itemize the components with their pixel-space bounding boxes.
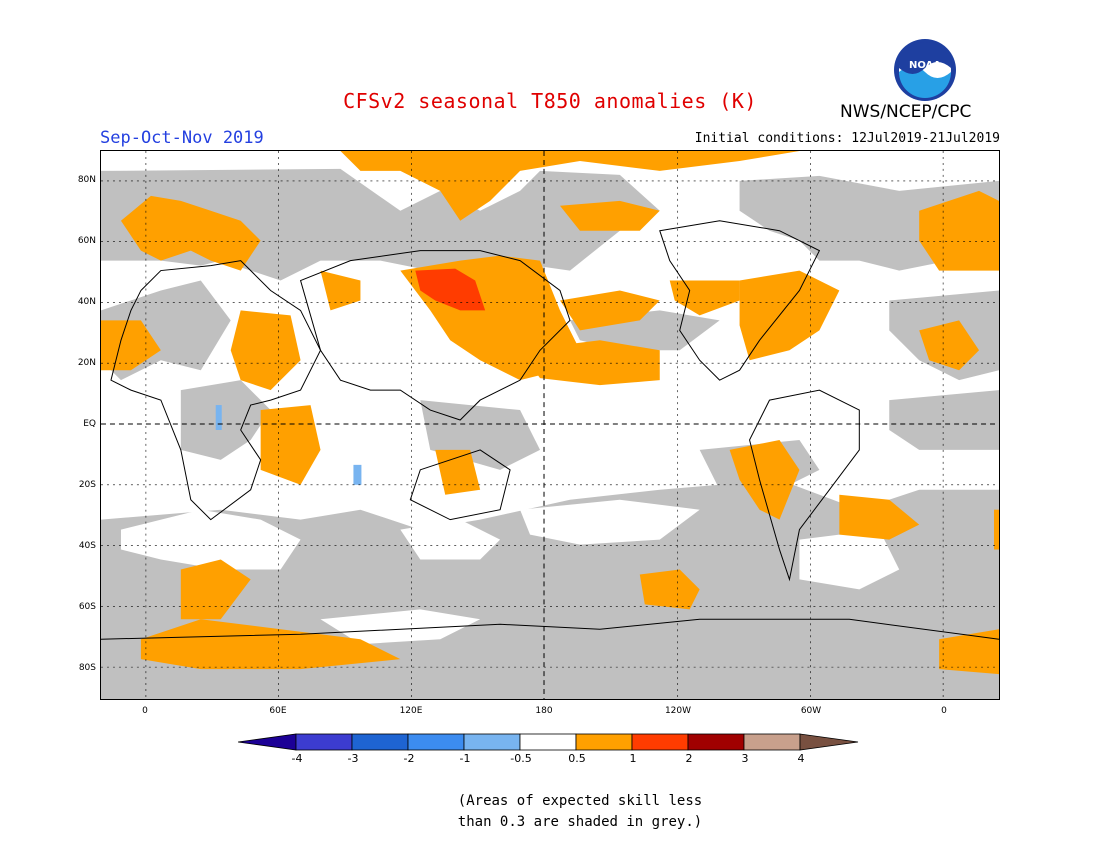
- colorbar-swatch: [631, 733, 689, 751]
- lat-label: 60N: [77, 236, 96, 246]
- colorbar-swatch: [519, 733, 577, 751]
- colorbar-swatch: [463, 733, 521, 751]
- colorbar-label: -4: [291, 752, 303, 765]
- colorbar-label: -2: [403, 752, 415, 765]
- lat-label: 40S: [78, 541, 96, 551]
- colorbar-label: 2: [685, 752, 693, 765]
- colorbar-swatch: [687, 733, 745, 751]
- lon-label: 0: [142, 706, 148, 716]
- colorbar-min-arrow: [238, 733, 297, 751]
- colorbar-label: 4: [797, 752, 805, 765]
- colorbar-max-arrow: [799, 733, 859, 751]
- lon-label: 120W: [664, 706, 692, 716]
- colorbar-swatch: [575, 733, 633, 751]
- noaa-logo-icon: NOAA: [894, 39, 956, 101]
- lon-label: 60E: [269, 706, 287, 716]
- colorbar-label: -0.5: [510, 752, 532, 765]
- season-label: Sep-Oct-Nov 2019: [100, 128, 264, 148]
- anomaly-map: [100, 150, 1000, 700]
- cool-anomaly: [215, 405, 362, 485]
- colorbar-swatch: [407, 733, 465, 751]
- lon-label: 60W: [800, 706, 822, 716]
- lat-label: 80S: [78, 663, 96, 673]
- lat-label: 20N: [77, 358, 96, 368]
- colorbar-label: 1: [629, 752, 637, 765]
- lon-label: 0: [941, 706, 947, 716]
- colorbar-label: -1: [459, 752, 471, 765]
- warm-anomaly-regions: [101, 151, 999, 675]
- lon-label: 180: [535, 706, 553, 716]
- lat-label: 80N: [77, 175, 96, 185]
- colorbar-label: 3: [741, 752, 749, 765]
- colorbar-label: 0.5: [568, 752, 586, 765]
- colorbar: [238, 733, 859, 751]
- colorbar-label: -3: [347, 752, 359, 765]
- strong-warm-anomaly: [415, 268, 486, 311]
- org-label: NWS/NCEP/CPC: [840, 102, 972, 122]
- skill-note-line: (Areas of expected skill less: [457, 793, 703, 809]
- skill-note: (Areas of expected skill less than 0.3 a…: [380, 791, 780, 833]
- colorbar-swatch: [743, 733, 801, 751]
- skill-note-line: than 0.3 are shaded in grey.): [457, 814, 703, 830]
- colorbar-swatch: [351, 733, 409, 751]
- lon-label: 120E: [399, 706, 423, 716]
- map-title: CFSv2 seasonal T850 anomalies (K): [343, 89, 757, 113]
- lat-label: 40N: [77, 297, 96, 307]
- colorbar-swatch: [295, 733, 353, 751]
- lat-label: EQ: [83, 419, 96, 429]
- initial-conditions: Initial conditions: 12Jul2019-21Jul2019: [694, 131, 1000, 146]
- svg-text:NOAA: NOAA: [909, 60, 941, 71]
- lat-label: 60S: [78, 602, 96, 612]
- lat-label: 20S: [78, 480, 96, 490]
